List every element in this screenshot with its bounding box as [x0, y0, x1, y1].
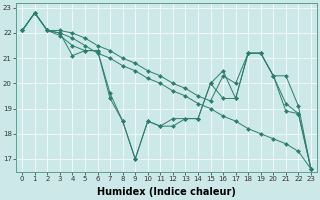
X-axis label: Humidex (Indice chaleur): Humidex (Indice chaleur)	[97, 187, 236, 197]
